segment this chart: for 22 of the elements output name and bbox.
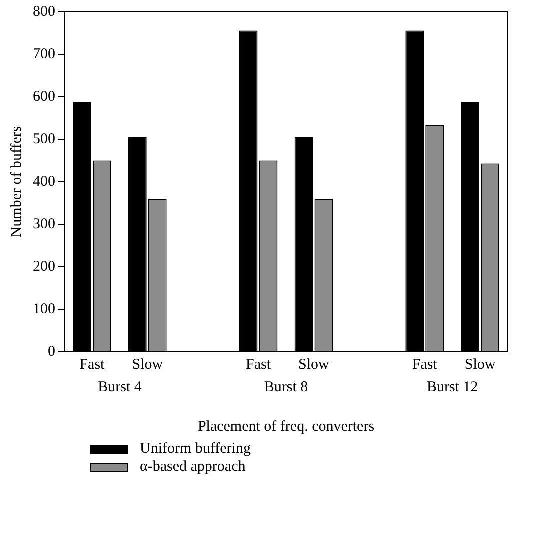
y-tick-label: 300 [33, 216, 56, 232]
y-tick-label: 500 [33, 131, 56, 148]
x-axis-title: Placement of freq. converters [198, 418, 375, 435]
y-axis-title: Number of buffers [8, 126, 25, 238]
x-tick-label: Slow [132, 356, 164, 373]
y-tick-label: 800 [33, 4, 56, 20]
text: Burst 12 [426, 379, 478, 396]
text: Burst 8 [264, 379, 308, 396]
y-tick-label: 600 [33, 88, 56, 105]
x-tick-label: Slow [298, 356, 330, 373]
text: Burst 4 [98, 379, 142, 396]
x-tick-label: Fast [80, 356, 106, 373]
y-tick-label: 0 [48, 344, 56, 360]
x-tick-label: Fast [412, 356, 438, 373]
x-tick-label: Slow [464, 356, 496, 373]
y-tick-label: 400 [33, 174, 56, 190]
y-tick-label: 700 [33, 46, 56, 62]
legend-label: α-based approach [140, 458, 246, 476]
x-tick-label: Fast [246, 356, 272, 373]
legend-label: Uniform buffering [140, 440, 251, 458]
y-tick-label: 100 [33, 301, 56, 318]
y-tick-label: 200 [33, 258, 56, 275]
